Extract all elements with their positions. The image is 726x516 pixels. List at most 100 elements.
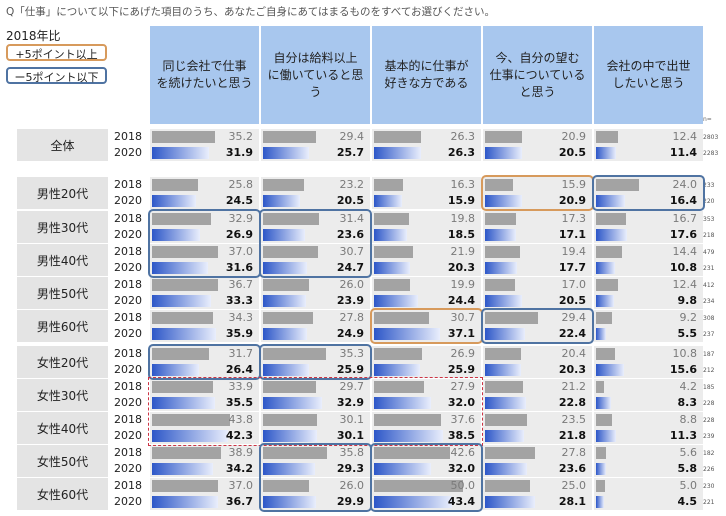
value-label-2020: 18.5 [447, 228, 475, 241]
value-label-2020: 23.9 [336, 294, 364, 307]
value-label-2020: 26.4 [225, 363, 253, 376]
value-label-2020: 5.5 [677, 327, 698, 340]
cell-background [594, 379, 703, 411]
bar-2018 [263, 348, 326, 360]
bar-2018 [485, 480, 530, 492]
row-label: 女性60代 [17, 478, 108, 510]
bar-2018 [596, 213, 626, 225]
value-label-2018: 5.0 [679, 479, 698, 492]
bar-2018 [485, 348, 521, 360]
bar-2018 [485, 179, 513, 191]
year-label: 2020 [114, 363, 142, 376]
value-label-2018: 9.2 [679, 311, 698, 324]
bar-2018 [152, 447, 221, 459]
sample-size: 233 [703, 182, 715, 189]
bar-2018 [263, 131, 316, 143]
year-label: 2020 [114, 429, 142, 442]
legend-down-box: ー5ポイント以下 [6, 67, 107, 84]
value-label-2020: 15.6 [669, 363, 697, 376]
bar-2020 [152, 262, 208, 274]
bar-2020 [485, 397, 526, 409]
bar-2018 [263, 312, 313, 324]
value-label-2020: 8.3 [677, 396, 698, 409]
bar-2018 [152, 179, 198, 191]
value-label-2020: 20.5 [336, 194, 364, 207]
value-label-2018: 32.9 [228, 212, 254, 225]
column-header-4: 今、自分の望む 仕事についている と思う [483, 26, 592, 124]
bar-2018 [374, 213, 409, 225]
value-label-2018: 37.0 [228, 479, 254, 492]
value-label-2018: 17.3 [561, 212, 587, 225]
value-label-2020: 20.3 [447, 261, 475, 274]
value-label-2018: 33.9 [228, 380, 254, 393]
value-label-2020: 16.4 [669, 194, 697, 207]
bar-2020 [596, 295, 614, 307]
bar-2018 [152, 312, 213, 324]
value-label-2018: 20.9 [561, 130, 587, 143]
bar-2020 [485, 430, 524, 442]
cell-background [594, 310, 703, 342]
sample-size: 237 [703, 331, 715, 338]
bar-2018 [596, 480, 605, 492]
legend-up-box: +5ポイント以上 [6, 44, 107, 61]
bar-2018 [596, 414, 612, 426]
bar-2018 [374, 414, 441, 426]
bar-2020 [485, 328, 525, 340]
bar-2018 [152, 279, 218, 291]
bar-2018 [485, 381, 523, 393]
bar-2018 [596, 447, 606, 459]
value-label-2018: 43.8 [228, 413, 254, 426]
row-label: 全体 [17, 129, 108, 161]
value-label-2018: 25.8 [228, 178, 254, 191]
sample-size: 220 [703, 198, 715, 205]
value-label-2020: 26.3 [447, 146, 475, 159]
row-label: 男性60代 [17, 310, 108, 342]
bar-2018 [485, 414, 527, 426]
value-label-2018: 26.3 [450, 130, 476, 143]
value-label-2018: 42.6 [450, 446, 476, 459]
bar-2018 [263, 213, 319, 225]
row-label: 男性40代 [17, 244, 108, 276]
bar-2020 [485, 295, 522, 307]
value-label-2020: 35.5 [225, 396, 253, 409]
value-label-2018: 5.6 [679, 446, 698, 459]
bar-2020 [485, 463, 527, 475]
sample-size: 2803 [703, 134, 719, 141]
value-label-2018: 31.7 [228, 347, 254, 360]
value-label-2018: 26.9 [450, 347, 476, 360]
bar-2018 [263, 480, 309, 492]
cell-background [594, 478, 703, 510]
bar-2020 [596, 430, 616, 442]
column-header-3: 基本的に仕事が 好きな方である [372, 26, 481, 124]
value-label-2018: 10.8 [672, 347, 698, 360]
value-label-2018: 27.9 [450, 380, 476, 393]
bar-2018 [374, 131, 421, 143]
bar-2020 [374, 195, 402, 207]
sample-size: 182 [703, 450, 715, 457]
value-label-2018: 26.0 [339, 479, 365, 492]
sample-size: 479 [703, 249, 715, 256]
value-label-2018: 30.1 [339, 413, 365, 426]
bar-2020 [263, 496, 316, 508]
bar-2020 [263, 229, 305, 241]
value-label-2018: 27.8 [561, 446, 587, 459]
value-label-2018: 26.0 [339, 278, 365, 291]
bar-2018 [596, 381, 604, 393]
value-label-2020: 31.9 [225, 146, 253, 159]
value-label-2020: 21.8 [558, 429, 586, 442]
sample-size: 230 [703, 483, 715, 490]
value-label-2020: 4.5 [677, 495, 698, 508]
sample-size: 187 [703, 351, 715, 358]
value-label-2020: 37.1 [447, 327, 475, 340]
year-label: 2020 [114, 294, 142, 307]
bar-2018 [374, 381, 424, 393]
bar-2018 [485, 131, 522, 143]
value-label-2020: 22.4 [558, 327, 586, 340]
value-label-2020: 29.9 [336, 495, 364, 508]
bar-2020 [596, 147, 616, 159]
value-label-2020: 31.6 [225, 261, 253, 274]
row-label: 女性40代 [17, 412, 108, 444]
bar-2018 [263, 447, 327, 459]
value-label-2018: 20.4 [561, 347, 587, 360]
sample-size: 212 [703, 367, 715, 374]
